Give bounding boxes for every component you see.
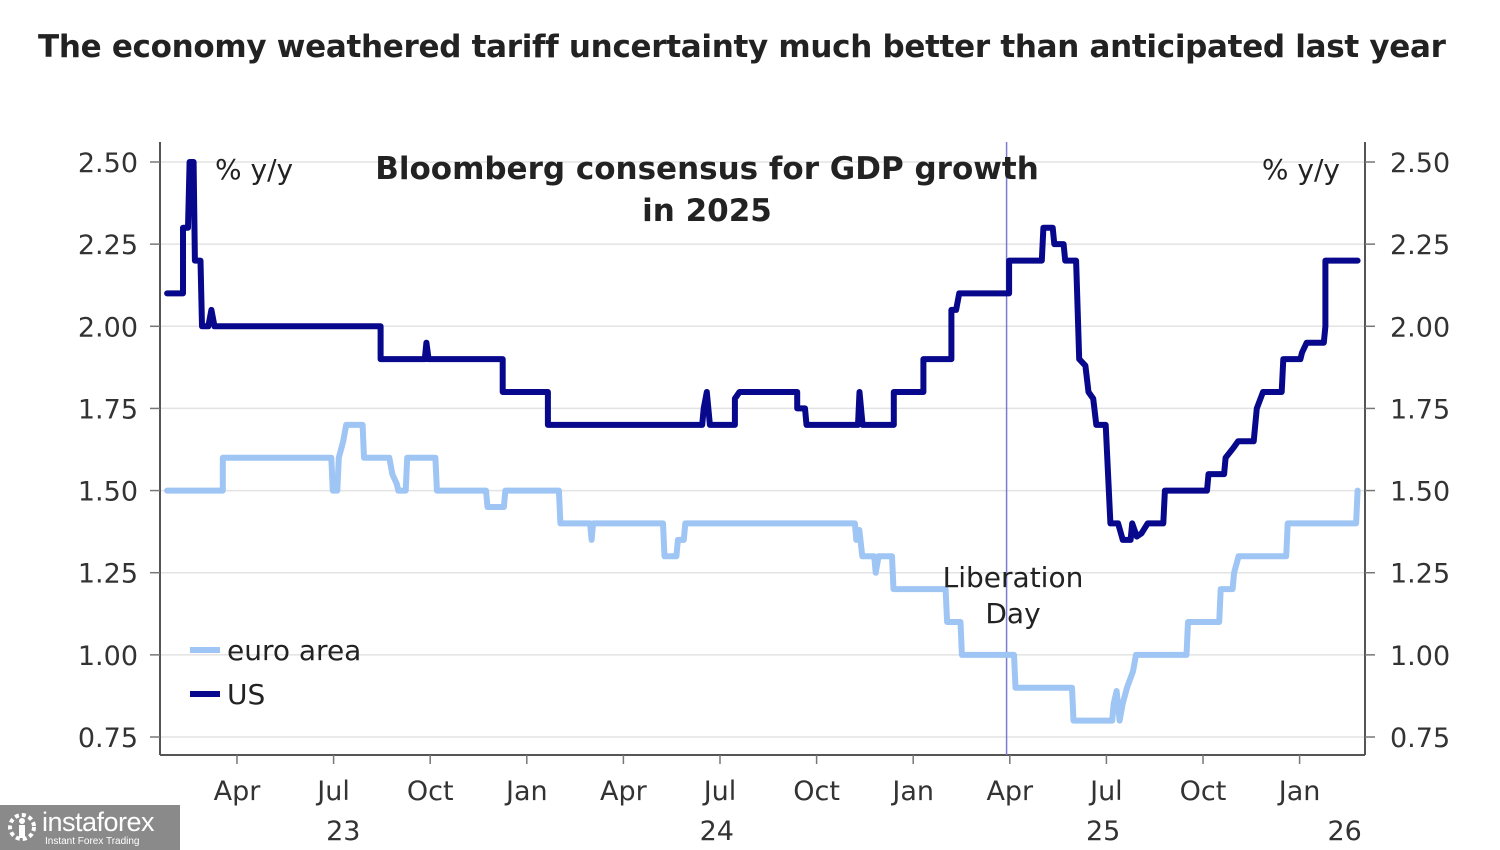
series-line-euro-area [164,421,1361,724]
x-tick-label: Jan [890,776,934,807]
x-tick-label: Jan [1277,776,1321,807]
instaforex-watermark: instaforex Instant Forex Trading [0,805,180,850]
y-tick-label: 1.25 [1390,559,1450,590]
y-tick-label: 1.50 [78,477,138,508]
liberation-day-label-line-2: Day [985,597,1040,630]
grid-lines [160,161,1365,738]
y-tick-label: 2.00 [1390,312,1450,343]
legend-item-euro-area: euro area [190,634,361,667]
x-tick-label: Jul [1088,776,1123,807]
y-tick-label: 2.25 [1390,230,1450,261]
legend-label-us: US [227,678,265,711]
chart-title-line-2: in 2025 [642,193,772,229]
legend-label-euro-area: euro area [227,634,361,667]
watermark-brand: instaforex [42,807,155,837]
liberation-day-label-line-1: Liberation [943,561,1084,594]
x-year-label: 25 [1086,816,1120,847]
y-tick-label: 1.75 [78,394,138,425]
y-tick-label: 1.00 [78,641,138,672]
y-tick-label: 2.25 [78,230,138,261]
legend: euro area US [190,634,361,711]
x-year-label: 24 [700,816,734,847]
y-tick-label: 2.50 [1390,148,1450,179]
y-tick-label: 0.75 [1390,723,1450,754]
series-lines [164,159,1361,724]
x-year-label: 23 [326,816,360,847]
y-unit-left: % y/y [215,153,293,186]
x-ticks: Apr Jul Oct Jan Apr Jul Oct Jan Apr Jul Oct Jan 23 24… [214,755,1362,847]
x-tick-label: Jul [702,776,737,807]
y-tick-label: 0.75 [78,723,138,754]
y-tick-label: 2.50 [78,148,138,179]
y-ticks-left: 0.75 1.00 1.25 1.50 1.75 2.00 2.25 2.50 [78,148,160,754]
x-tick-label: Jan [504,776,548,807]
y-ticks-right: 0.75 1.00 1.25 1.50 1.75 2.00 2.25 2.50 [1365,148,1450,754]
series-line-us [164,159,1361,543]
gear-figure-icon [8,813,36,841]
x-tick-label: Oct [1180,776,1227,807]
chart-title-line-1: Bloomberg consensus for GDP growth [375,151,1039,187]
y-tick-label: 1.75 [1390,394,1450,425]
x-tick-label: Oct [793,776,840,807]
chart-headline: The economy weathered tariff uncertainty… [38,29,1446,65]
x-tick-label: Jul [315,776,350,807]
y-tick-label: 1.50 [1390,477,1450,508]
x-tick-label: Apr [600,776,648,807]
x-tick-label: Oct [407,776,454,807]
y-unit-right: % y/y [1262,153,1340,186]
y-tick-label: 1.00 [1390,641,1450,672]
x-year-label: 26 [1328,816,1362,847]
y-tick-label: 2.00 [78,312,138,343]
x-tick-label: Apr [986,776,1034,807]
watermark-tagline: Instant Forex Trading [45,836,140,847]
legend-item-us: US [190,678,265,711]
y-tick-label: 1.25 [78,559,138,590]
x-tick-label: Apr [214,776,262,807]
